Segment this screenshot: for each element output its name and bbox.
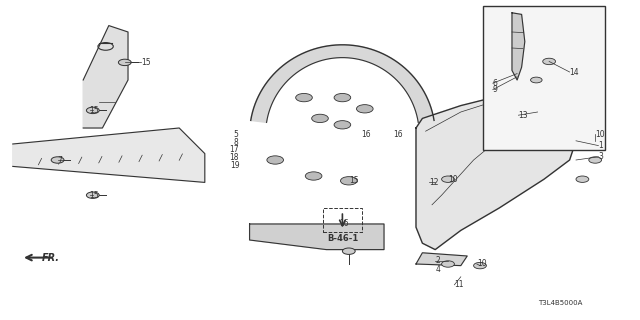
Text: 16: 16 [362,130,371,139]
Circle shape [576,176,589,182]
Text: 2: 2 [435,256,440,265]
Text: 19: 19 [230,161,240,170]
Circle shape [312,114,328,123]
Text: 15: 15 [90,106,99,115]
Text: 17: 17 [229,145,239,154]
Polygon shape [416,253,467,266]
Text: 14: 14 [570,68,579,76]
Text: 3: 3 [598,152,604,161]
Circle shape [118,59,131,66]
Text: FR.: FR. [42,252,60,263]
Circle shape [442,176,454,182]
Text: T3L4B5000A: T3L4B5000A [538,300,582,306]
Polygon shape [416,93,576,250]
Text: 9: 9 [493,85,498,94]
Text: 16: 16 [339,220,349,228]
Text: 12: 12 [429,178,438,187]
Circle shape [342,248,355,254]
Circle shape [474,262,486,269]
Text: 16: 16 [394,130,403,139]
Circle shape [305,172,322,180]
Circle shape [589,138,602,144]
Circle shape [589,157,602,163]
Text: 10: 10 [448,175,458,184]
Circle shape [296,93,312,102]
Circle shape [356,105,373,113]
Circle shape [442,261,454,267]
Text: 15: 15 [141,58,150,67]
Text: 15: 15 [349,176,358,185]
Circle shape [267,156,284,164]
Polygon shape [251,45,434,122]
Text: 13: 13 [518,111,528,120]
Text: 10: 10 [595,130,605,139]
Text: B-46-1: B-46-1 [327,234,358,243]
Text: 1: 1 [598,141,603,150]
Circle shape [334,93,351,102]
Text: 11: 11 [454,280,464,289]
Text: 8: 8 [234,138,238,147]
Text: 7: 7 [58,156,63,164]
Circle shape [531,77,542,83]
Polygon shape [250,224,384,250]
Text: 18: 18 [229,153,239,162]
Text: 10: 10 [477,260,486,268]
Circle shape [86,192,99,198]
Circle shape [86,107,99,114]
Text: 6: 6 [493,79,498,88]
Text: 15: 15 [90,191,99,200]
Polygon shape [83,26,128,128]
Text: 4: 4 [435,265,440,274]
Polygon shape [13,128,205,182]
Polygon shape [512,13,525,80]
Circle shape [334,121,351,129]
Circle shape [543,58,556,65]
Circle shape [340,177,357,185]
Bar [483,6,605,150]
Circle shape [51,157,64,163]
Text: 5: 5 [234,130,239,139]
